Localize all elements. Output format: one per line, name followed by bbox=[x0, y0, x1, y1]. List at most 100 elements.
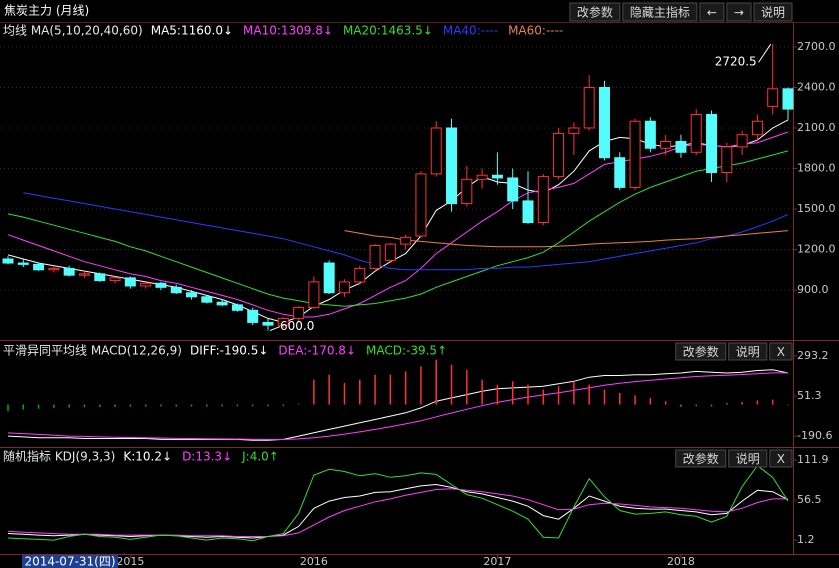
candle-body bbox=[94, 273, 106, 282]
legend-entry: MA20:1463.5↓ bbox=[343, 24, 433, 38]
macd-bar bbox=[374, 374, 376, 405]
macd-bar bbox=[542, 389, 545, 405]
y-tick-label: -190.6 bbox=[797, 429, 832, 442]
button[interactable] bbox=[728, 342, 768, 361]
candle-body bbox=[751, 120, 763, 136]
candle-body bbox=[690, 113, 702, 153]
macd-bar bbox=[99, 404, 101, 408]
y-tick-label: 1.2 bbox=[797, 533, 815, 546]
macd-bar bbox=[695, 404, 697, 407]
button[interactable] bbox=[622, 2, 698, 22]
macd-bar bbox=[649, 397, 652, 405]
macd-bar bbox=[771, 399, 774, 405]
candle-body bbox=[277, 317, 289, 326]
button-label[interactable]: 改参数 bbox=[577, 5, 613, 20]
legend-entry: D:13.3↓ bbox=[182, 450, 232, 464]
button-label[interactable]: 改参数 bbox=[683, 451, 719, 466]
button[interactable] bbox=[769, 342, 793, 361]
macd-bar bbox=[726, 402, 728, 405]
candle-body bbox=[644, 120, 656, 149]
macd-bar bbox=[741, 402, 743, 405]
candle-body bbox=[782, 88, 794, 110]
button[interactable] bbox=[728, 449, 768, 468]
macd-bar bbox=[22, 404, 25, 410]
macd-bar bbox=[680, 404, 682, 408]
x-tick-label: 2015 bbox=[116, 555, 144, 568]
button[interactable] bbox=[699, 2, 725, 22]
button[interactable] bbox=[675, 342, 727, 361]
y-tick-label: 1200.0 bbox=[797, 243, 836, 256]
candle-body bbox=[293, 307, 305, 319]
button-label[interactable]: 说明 bbox=[736, 451, 760, 466]
legend-entry: MA60:---- bbox=[508, 24, 563, 38]
button[interactable] bbox=[675, 449, 727, 468]
button[interactable] bbox=[769, 449, 793, 468]
low-marker-line bbox=[269, 326, 281, 332]
candle-body bbox=[308, 281, 320, 309]
macd-bar bbox=[420, 366, 422, 405]
candle-body bbox=[706, 113, 718, 174]
button[interactable] bbox=[569, 2, 621, 22]
candle-body bbox=[2, 258, 14, 264]
candle-body bbox=[430, 127, 442, 175]
y-tick-label: 1800.0 bbox=[797, 161, 836, 174]
button[interactable] bbox=[753, 2, 793, 22]
macd-bar bbox=[267, 404, 269, 407]
button-label[interactable]: 改参数 bbox=[683, 344, 719, 359]
candle-body bbox=[660, 140, 672, 149]
macd-bar bbox=[190, 404, 193, 407]
button-label[interactable]: X bbox=[777, 345, 785, 359]
macd-bar bbox=[619, 392, 621, 405]
candle-body bbox=[338, 281, 350, 294]
high-marker-line bbox=[758, 43, 772, 63]
indicator-line bbox=[7, 372, 788, 440]
button-label[interactable]: 说明 bbox=[736, 344, 760, 359]
candle-body bbox=[33, 263, 45, 271]
indicator-line bbox=[7, 483, 789, 539]
macd-bar bbox=[527, 384, 529, 405]
candle-body bbox=[109, 277, 121, 282]
x-tick-label: 2016 bbox=[300, 555, 328, 568]
legend-title: 平滑异同平均线 MACD(12,26,9) bbox=[3, 344, 182, 358]
candle-body bbox=[507, 177, 519, 202]
button-label[interactable]: → bbox=[734, 6, 744, 20]
macd-bar bbox=[175, 404, 177, 407]
button[interactable] bbox=[726, 2, 752, 22]
macd-bar bbox=[481, 379, 483, 405]
indicator-line bbox=[7, 464, 789, 542]
macd-bar bbox=[68, 404, 70, 408]
button-label[interactable]: 说明 bbox=[761, 5, 785, 20]
candle-body bbox=[583, 86, 595, 129]
macd-bar bbox=[297, 403, 300, 405]
candle-body bbox=[522, 200, 534, 224]
macd-bar bbox=[144, 404, 147, 407]
crosshair-date: 2014-07-31(四) bbox=[24, 555, 115, 568]
macd-bar bbox=[389, 374, 392, 405]
macd-bar bbox=[282, 404, 285, 406]
legend-entry: MA40:---- bbox=[443, 24, 498, 38]
legend-entry: MA5:1160.0↓ bbox=[151, 24, 233, 38]
macd-bar bbox=[557, 386, 560, 405]
crosshair-date-box bbox=[22, 555, 118, 568]
candle-body bbox=[170, 286, 182, 294]
candle-body bbox=[537, 176, 549, 224]
legend-entry: J:4.0↑ bbox=[241, 450, 279, 464]
indicator-line bbox=[7, 150, 789, 307]
candle-body bbox=[201, 296, 213, 303]
button-label[interactable]: X bbox=[777, 452, 785, 466]
y-tick-label: 2100.0 bbox=[797, 121, 836, 134]
macd-bar bbox=[496, 384, 499, 405]
button-label[interactable]: 隐藏主指标 bbox=[630, 5, 690, 20]
chart-window-title: 焦炭主力 (月线) bbox=[4, 4, 89, 18]
macd-bar bbox=[53, 404, 55, 408]
candle-body bbox=[675, 140, 687, 153]
macd-bar bbox=[160, 404, 162, 407]
legend-entry: DIFF:-190.5↓ bbox=[190, 344, 268, 358]
y-tick-label: 900.0 bbox=[797, 283, 829, 296]
macd-bar bbox=[359, 379, 361, 405]
button-label[interactable]: ← bbox=[707, 6, 717, 20]
candle-body bbox=[553, 132, 565, 178]
candle-body bbox=[216, 301, 228, 306]
indicator-line bbox=[7, 131, 789, 318]
